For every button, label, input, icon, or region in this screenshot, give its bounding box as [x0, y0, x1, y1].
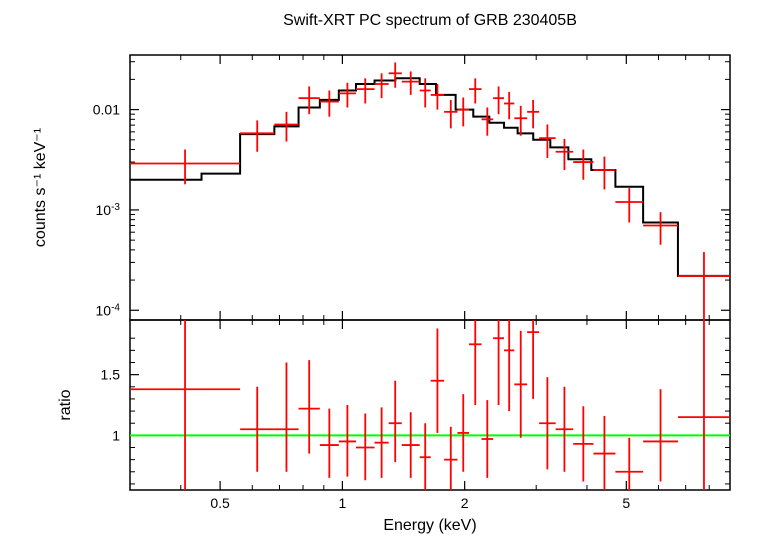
- bottom-panel-frame: [130, 320, 730, 490]
- y-tick-label-top: 0.01: [93, 102, 120, 118]
- x-tick-label: 2: [461, 495, 469, 511]
- y-tick-label-top: 10-3: [96, 201, 121, 218]
- x-tick-label: 0.5: [210, 495, 230, 511]
- y-axis-label-top: counts s⁻¹ keV⁻¹: [32, 128, 49, 247]
- y-axis-label-bottom: ratio: [57, 389, 74, 420]
- y-tick-label-bottom: 1.5: [101, 367, 121, 383]
- chart-title: Swift-XRT PC spectrum of GRB 230405B: [283, 12, 577, 29]
- y-tick-label-bottom: 1: [112, 427, 120, 443]
- model-curve: [130, 78, 730, 276]
- y-tick-label-top: 10-4: [96, 302, 121, 319]
- chart-svg: Swift-XRT PC spectrum of GRB 230405B 0.5 1…: [0, 0, 758, 556]
- x-axis-label: Energy (keV): [383, 517, 476, 534]
- x-tick-label: 1: [338, 495, 346, 511]
- spectrum-chart: Swift-XRT PC spectrum of GRB 230405B 0.5 1…: [0, 0, 758, 556]
- x-tick-label: 5: [622, 495, 630, 511]
